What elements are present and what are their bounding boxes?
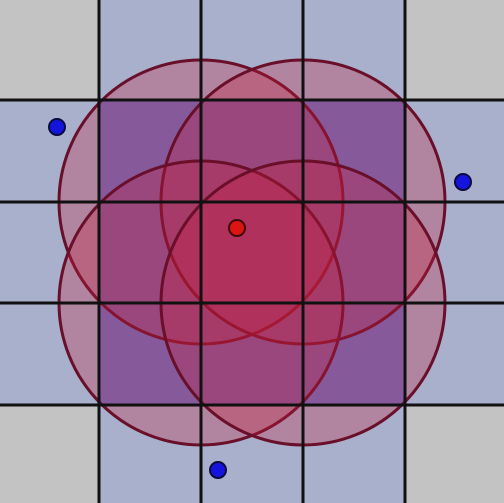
blue-point: [48, 118, 66, 136]
cell: [99, 0, 201, 100]
blue-point: [209, 461, 227, 479]
cell: [303, 100, 405, 202]
cell: [0, 303, 99, 405]
cell: [201, 202, 303, 303]
cell: [405, 100, 504, 202]
cell: [201, 0, 303, 100]
blue-point: [454, 173, 472, 191]
cell: [99, 202, 201, 303]
cell: [201, 303, 303, 405]
cell: [303, 405, 405, 503]
cell: [99, 405, 201, 503]
cell: [0, 100, 99, 202]
points: [48, 118, 472, 479]
cell: [99, 303, 201, 405]
red-point: [228, 219, 246, 237]
circles: [57, 58, 447, 447]
cell: [405, 303, 504, 405]
cell: [99, 100, 201, 202]
cell: [303, 303, 405, 405]
cell: [405, 202, 504, 303]
cell: [303, 0, 405, 100]
cell: [0, 202, 99, 303]
cell: [303, 202, 405, 303]
cell: [201, 100, 303, 202]
cell: [201, 405, 303, 503]
